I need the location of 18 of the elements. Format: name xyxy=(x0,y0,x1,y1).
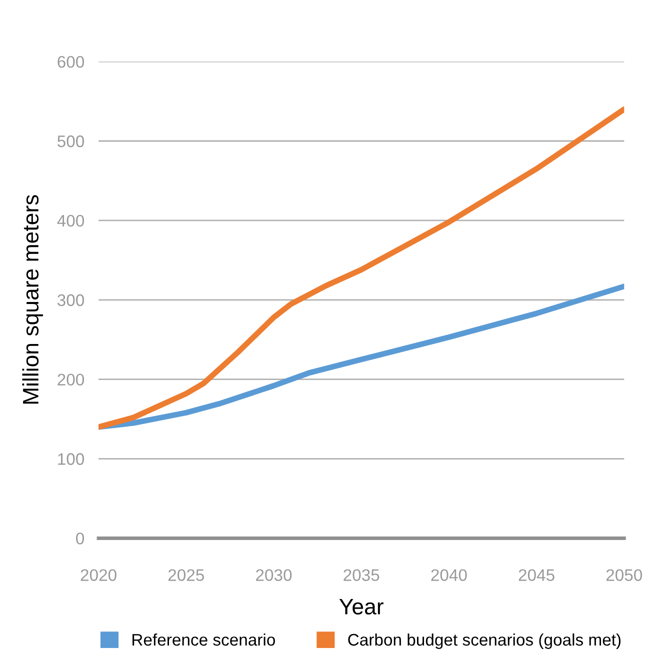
x-tick-label: 2030 xyxy=(256,569,292,582)
y-tick-label: 0 xyxy=(76,532,84,544)
y-tick-label: 300 xyxy=(57,294,84,306)
x-tick-label: 2020 xyxy=(80,569,116,582)
x-tick-label: 2035 xyxy=(344,569,380,582)
y-tick-label: 200 xyxy=(58,374,84,386)
y-tick-label: 100 xyxy=(58,453,84,465)
x-tick-label: 2045 xyxy=(518,569,554,582)
legend-label: Carbon budget scenarios (goals met) xyxy=(348,633,621,649)
y-tick-label: 400 xyxy=(57,214,84,227)
y-tick-label: 600 xyxy=(58,56,84,68)
x-tick-label: 2025 xyxy=(168,569,204,582)
legend-label: Reference scenario xyxy=(132,633,275,646)
x-axis-title: Year xyxy=(339,599,384,615)
x-tick-label: 2040 xyxy=(431,569,467,582)
y-tick-label: 500 xyxy=(58,135,84,148)
y-axis-title: Million square meters xyxy=(22,195,43,404)
x-tick-label: 2050 xyxy=(606,569,642,582)
